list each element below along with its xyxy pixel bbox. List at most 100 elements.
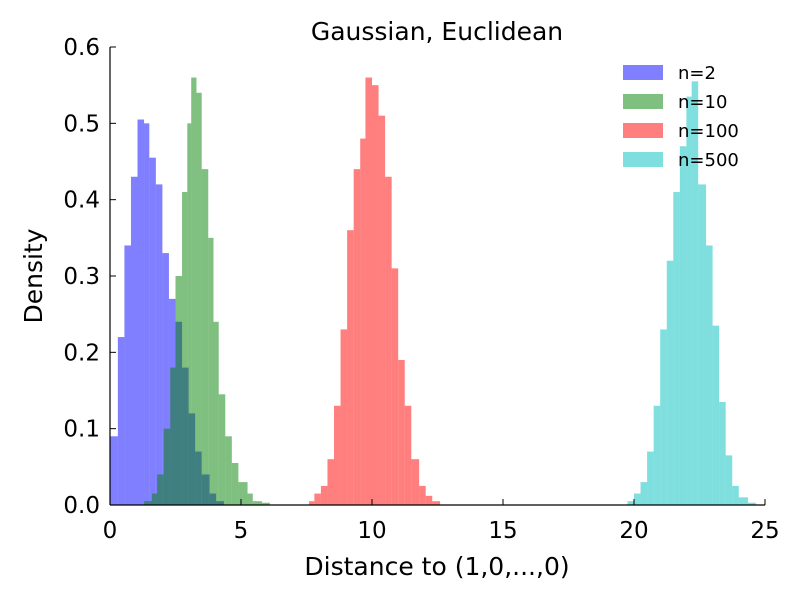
- histogram-bar: [653, 405, 661, 505]
- histogram-bar: [163, 428, 171, 505]
- legend-label: n=10: [678, 92, 727, 113]
- histogram-bar: [673, 192, 680, 506]
- histogram-bar: [334, 405, 341, 505]
- y-tick-label: 0.4: [63, 188, 100, 214]
- series-n=10: [144, 77, 270, 506]
- legend: n=2 n=10 n=100 n=500: [623, 63, 739, 171]
- histogram-bar: [314, 493, 321, 505]
- histogram-bar: [155, 184, 163, 505]
- histogram-bar: [627, 501, 634, 505]
- histogram-bar: [309, 501, 315, 505]
- histogram-bar: [698, 184, 707, 505]
- legend-swatch: [623, 152, 663, 167]
- histogram-bar: [162, 253, 169, 505]
- y-tick-label: 0.0: [63, 493, 100, 519]
- histogram-bar: [261, 502, 270, 505]
- histogram-bar: [432, 501, 441, 505]
- histogram-bar: [191, 77, 197, 506]
- histogram-bar: [706, 245, 713, 505]
- y-axis-label: Density: [19, 228, 48, 323]
- legend-item: n=2: [623, 63, 716, 84]
- histogram-bar: [124, 245, 131, 505]
- histogram-bar: [110, 436, 118, 505]
- histogram-bar: [218, 394, 226, 505]
- histogram-bar: [238, 482, 248, 505]
- ticks: 0 5 10 15 20 25 0.0 0.1 0.2 0.3 0.4 0.5 0.6: [63, 35, 779, 544]
- histogram-bar: [411, 459, 420, 505]
- y-tick-label: 0.5: [63, 111, 100, 137]
- histogram-bar: [666, 260, 674, 505]
- histogram-bar: [175, 276, 183, 505]
- histogram-bar: [378, 115, 386, 505]
- x-tick-label: 10: [357, 518, 386, 544]
- histogram-bar: [320, 485, 328, 505]
- series-n=500: [627, 81, 756, 506]
- histogram-bar: [647, 451, 654, 505]
- histogram-bar: [187, 123, 192, 505]
- legend-label: n=500: [678, 150, 739, 171]
- histogram-bar: [712, 325, 720, 505]
- histogram-bar: [149, 157, 156, 505]
- histogram-bar: [398, 359, 405, 505]
- histogram-bar: [360, 138, 366, 505]
- histogram-bar: [679, 146, 687, 505]
- legend-swatch: [623, 123, 663, 138]
- histogram-bar: [425, 495, 433, 505]
- legend-label: n=2: [678, 63, 716, 84]
- legend-item: n=500: [623, 150, 739, 171]
- histogram-bar: [117, 337, 125, 505]
- histogram-bar: [231, 463, 239, 505]
- histogram-bar: [404, 405, 412, 505]
- legend-swatch: [623, 94, 663, 109]
- histogram-bar: [385, 176, 392, 505]
- histogram-bar: [747, 502, 756, 505]
- histogram-bar: [137, 119, 145, 506]
- histogram-bar: [347, 230, 354, 505]
- histogram-bar: [170, 367, 176, 505]
- histogram-bar: [686, 96, 692, 505]
- x-tick-label: 25: [750, 518, 779, 544]
- chart-title: Gaussian, Euclidean: [311, 17, 563, 46]
- histogram-bar: [732, 485, 739, 505]
- histogram-bar: [391, 268, 399, 505]
- x-tick-label: 20: [619, 518, 648, 544]
- y-tick-label: 0.6: [63, 35, 100, 61]
- x-tick-label: 15: [488, 518, 517, 544]
- y-tick-label: 0.3: [63, 264, 100, 290]
- histogram-bar: [144, 501, 152, 505]
- histogram-bar: [213, 321, 219, 505]
- histogram-bar: [691, 81, 699, 505]
- histogram-bar: [719, 401, 726, 505]
- histogram-bar: [225, 436, 232, 505]
- histogram-bar: [660, 329, 667, 505]
- histogram-bar: [196, 92, 202, 506]
- bars-layer: [110, 77, 756, 506]
- legend-swatch: [623, 65, 663, 80]
- histogram-bar: [247, 493, 253, 505]
- x-tick-label: 0: [103, 518, 118, 544]
- histogram-bar: [151, 493, 158, 505]
- histogram-bar: [725, 455, 733, 505]
- histogram-bar: [419, 485, 426, 505]
- histogram-bar: [340, 329, 348, 505]
- histogram-bar: [640, 482, 648, 505]
- legend-label: n=100: [678, 121, 739, 142]
- histogram-bar: [144, 123, 150, 505]
- x-tick-label: 5: [234, 518, 249, 544]
- histogram-bar: [201, 169, 209, 505]
- legend-item: n=100: [623, 121, 739, 142]
- histogram-bar: [738, 497, 748, 505]
- histogram-bar: [157, 474, 164, 505]
- histogram-bar: [130, 176, 138, 505]
- y-tick-label: 0.2: [63, 340, 100, 366]
- histogram-bar: [327, 459, 335, 505]
- histogram-bar: [634, 493, 641, 505]
- histogram-bar: [182, 192, 188, 506]
- histogram-bar: [208, 237, 214, 506]
- series-n=100: [309, 77, 441, 506]
- histogram-bar: [372, 85, 379, 506]
- legend-item: n=10: [623, 92, 727, 113]
- histogram-bar: [365, 77, 372, 506]
- histogram-bar: [353, 169, 361, 505]
